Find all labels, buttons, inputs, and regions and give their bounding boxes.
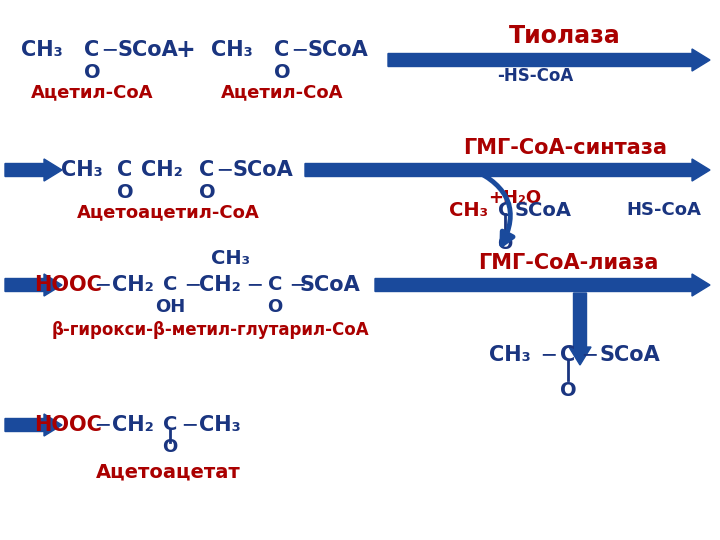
Text: +H₂O: +H₂O <box>488 189 541 207</box>
Text: SCoA: SCoA <box>307 40 369 60</box>
Text: CH₃: CH₃ <box>61 160 103 180</box>
Text: ─: ─ <box>186 275 199 295</box>
Text: -HS-CoA: -HS-CoA <box>497 67 573 85</box>
FancyArrow shape <box>388 49 710 71</box>
FancyArrow shape <box>5 274 62 296</box>
Text: HS-CoA: HS-CoA <box>626 201 701 219</box>
Text: O: O <box>84 63 100 82</box>
Text: C: C <box>199 160 215 180</box>
Text: ─: ─ <box>248 275 261 295</box>
Text: C: C <box>117 160 132 180</box>
Text: C: C <box>268 275 282 294</box>
Text: ─: ─ <box>96 275 109 295</box>
Text: Тиолаза: Тиолаза <box>509 24 621 48</box>
Text: ГМГ-СоА-лиаза: ГМГ-СоА-лиаза <box>478 253 658 273</box>
Text: O: O <box>199 183 215 201</box>
Text: SCoA: SCoA <box>233 160 293 180</box>
FancyArrow shape <box>5 159 62 181</box>
Text: ─: ─ <box>104 40 117 60</box>
Text: O: O <box>117 183 133 201</box>
Text: ─: ─ <box>96 415 109 435</box>
Text: C: C <box>163 415 177 435</box>
Text: HOOC: HOOC <box>34 415 102 435</box>
Text: C: C <box>84 40 99 60</box>
Text: O: O <box>163 438 178 456</box>
Text: CH₂: CH₂ <box>199 275 241 295</box>
FancyArrow shape <box>5 414 62 436</box>
Text: C: C <box>274 40 289 60</box>
Text: SCoA: SCoA <box>515 200 572 219</box>
Text: Ацетоацетат: Ацетоацетат <box>96 462 240 482</box>
Text: CH₃: CH₃ <box>210 249 250 268</box>
Text: O: O <box>274 63 290 82</box>
Text: β-гирокси-β-метил-глутарил-СоА: β-гирокси-β-метил-глутарил-СоА <box>51 321 369 339</box>
Text: CH₂: CH₂ <box>141 160 183 180</box>
Text: CH₃: CH₃ <box>199 415 241 435</box>
Text: SCoA: SCoA <box>300 275 361 295</box>
Text: Ацетоацетил-СоА: Ацетоацетил-СоА <box>76 203 259 221</box>
Text: CH₃: CH₃ <box>21 40 63 60</box>
Text: CH₃: CH₃ <box>449 200 487 219</box>
Text: O: O <box>559 381 576 400</box>
Text: ─: ─ <box>543 345 555 365</box>
Text: Ацетил-СоА: Ацетил-СоА <box>31 83 153 101</box>
Text: CH₂: CH₂ <box>112 415 154 435</box>
Text: ─: ─ <box>584 345 596 365</box>
Text: O: O <box>267 298 283 316</box>
Text: CH₂: CH₂ <box>112 275 154 295</box>
Text: OH: OH <box>155 298 185 316</box>
Text: ─: ─ <box>219 160 231 180</box>
Text: ─: ─ <box>294 40 306 60</box>
Text: +: + <box>175 38 195 62</box>
FancyArrow shape <box>305 159 710 181</box>
Text: O: O <box>498 235 513 253</box>
Text: C: C <box>498 200 512 219</box>
Text: ─: ─ <box>184 415 197 435</box>
FancyArrow shape <box>375 274 710 296</box>
Text: CH₃: CH₃ <box>489 345 531 365</box>
Text: Ацетил-СоА: Ацетил-СоА <box>221 83 343 101</box>
Text: C: C <box>560 345 575 365</box>
Text: ГМГ-СоА-синтаза: ГМГ-СоА-синтаза <box>463 138 667 158</box>
Text: C: C <box>163 275 177 294</box>
Text: SCoA: SCoA <box>117 40 179 60</box>
Text: HOOC: HOOC <box>34 275 102 295</box>
FancyArrow shape <box>569 293 591 365</box>
Text: ─: ─ <box>292 275 305 295</box>
Text: CH₃: CH₃ <box>211 40 253 60</box>
Text: SCoA: SCoA <box>600 345 660 365</box>
